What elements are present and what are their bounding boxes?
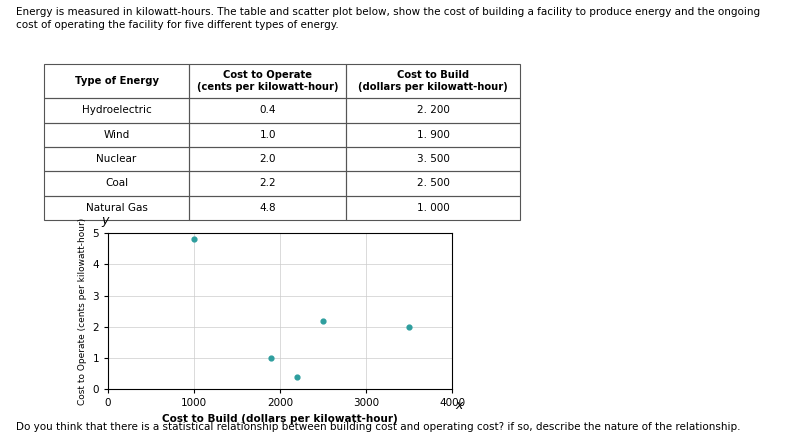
Text: Cost to Operate
(cents per kilowatt-hour): Cost to Operate (cents per kilowatt-hour… <box>197 70 338 92</box>
Text: Cost to Build
(dollars per kilowatt-hour): Cost to Build (dollars per kilowatt-hour… <box>358 70 508 92</box>
Bar <box>346 98 520 122</box>
Bar <box>346 147 520 171</box>
Text: 2. 200: 2. 200 <box>417 105 450 115</box>
Text: 2.0: 2.0 <box>259 154 276 164</box>
Bar <box>44 196 189 220</box>
Text: 3. 500: 3. 500 <box>417 154 450 164</box>
Text: Hydroelectric: Hydroelectric <box>82 105 151 115</box>
Bar <box>189 196 346 220</box>
Point <box>265 355 278 362</box>
Text: x: x <box>455 399 463 412</box>
Text: y: y <box>101 214 108 227</box>
Text: Natural Gas: Natural Gas <box>86 203 147 213</box>
Text: 2.2: 2.2 <box>259 179 276 188</box>
Text: Energy is measured in kilowatt-hours. The table and scatter plot below, show the: Energy is measured in kilowatt-hours. Th… <box>16 7 760 17</box>
Bar <box>44 64 189 98</box>
Bar <box>44 171 189 196</box>
Text: Type of Energy: Type of Energy <box>74 76 158 86</box>
Bar <box>346 196 520 220</box>
Bar <box>189 98 346 122</box>
Bar <box>189 64 346 98</box>
Point <box>402 323 415 330</box>
Bar <box>189 122 346 147</box>
Bar <box>189 171 346 196</box>
Text: cost of operating the facility for five different types of energy.: cost of operating the facility for five … <box>16 20 338 30</box>
Text: 4.8: 4.8 <box>259 203 276 213</box>
Bar <box>44 122 189 147</box>
Bar <box>346 171 520 196</box>
Bar <box>189 147 346 171</box>
Text: Nuclear: Nuclear <box>97 154 137 164</box>
Bar <box>346 64 520 98</box>
Y-axis label: Cost to Operate (cents per kilowatt-hour): Cost to Operate (cents per kilowatt-hour… <box>78 218 86 405</box>
Bar <box>346 122 520 147</box>
Point <box>291 374 304 381</box>
Point <box>187 236 200 243</box>
Text: 1. 900: 1. 900 <box>417 130 450 140</box>
Text: Wind: Wind <box>103 130 130 140</box>
Text: 2. 500: 2. 500 <box>417 179 450 188</box>
Point <box>317 317 330 324</box>
Text: 0.4: 0.4 <box>259 105 276 115</box>
Bar <box>44 147 189 171</box>
Text: Do you think that there is a statistical relationship between building cost and : Do you think that there is a statistical… <box>16 422 741 433</box>
X-axis label: Cost to Build (dollars per kilowatt-hour): Cost to Build (dollars per kilowatt-hour… <box>162 414 398 424</box>
Bar <box>44 98 189 122</box>
Text: 1. 000: 1. 000 <box>417 203 450 213</box>
Text: Coal: Coal <box>105 179 128 188</box>
Text: 1.0: 1.0 <box>259 130 276 140</box>
